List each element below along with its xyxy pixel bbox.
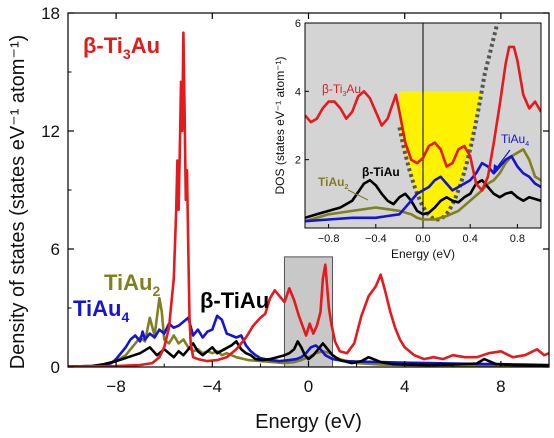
main-y-tick-label: 18 [41,4,60,23]
inset-arrow-tiau2 [347,189,369,201]
main-y-tick-label: 0 [51,358,60,377]
inset-series-line-3 [305,148,541,223]
inset-label-tiau2: TiAu2 [318,175,348,191]
inset-series-line-2 [305,178,541,220]
inset-label-tiau4: TiAu4 [501,132,529,148]
label-tiau2: TiAu2 [104,270,160,299]
inset-yellow-region [399,91,482,220]
inset-dotted-curve [397,23,500,222]
main-x-tick-label: 4 [400,377,409,396]
inset-y-tick-label: 6 [295,18,301,30]
main-y-axis-label: Density of states (states eV⁻¹ atom⁻¹) [7,35,29,370]
inset-x-tick-label: 0.0 [415,233,430,245]
inset-y-tick-label: 4 [295,86,301,98]
main-x-tick-label: 8 [496,377,505,396]
main-x-tick-label: 0 [304,377,313,396]
main-y-tick-label: 6 [51,240,60,259]
inset-y-axis-label: DOS (states eV⁻¹ atom⁻¹) [273,56,287,194]
inset-y-tick-label: 2 [295,155,301,167]
inset-label-beta-tiau: β-TiAu [362,165,400,179]
label-beta-ti3au: β-Ti3Au [83,33,160,62]
main-y-tick-label: 12 [41,122,60,141]
inset-x-axis-label: Energy (eV) [391,247,455,261]
label-tiau4: TiAu4 [73,296,129,325]
main-plot: −8 −4 0 4 8 0 6 12 18 Energy (eV) Density of state… [7,4,550,433]
inset-arrowhead-tiau4 [493,164,500,173]
main-series-line-3 [68,31,549,367]
inset-series-line-0 [305,45,541,192]
inset-x-tick-label: −0.8 [318,233,340,245]
inset-x-tick-label: −0.4 [365,233,387,245]
main-series-line-2 [68,340,549,367]
main-x-tick-label: −8 [106,377,125,396]
inset-label-beta-ti3au: β-Ti3Au [322,82,361,98]
inset-x-tick-label: 0.4 [463,233,478,245]
inset-series-line-1 [305,155,541,223]
inset-x-tick-label: 0.8 [510,233,525,245]
label-beta-tiau: β-TiAu [200,288,269,313]
main-x-tick-label: −4 [203,377,222,396]
main-x-axis-label: Energy (eV) [255,411,362,433]
inset-plot: −0.8 −0.4 0.0 0.4 0.8 2 4 6 Energy (eV) DOS (stat… [273,18,542,261]
